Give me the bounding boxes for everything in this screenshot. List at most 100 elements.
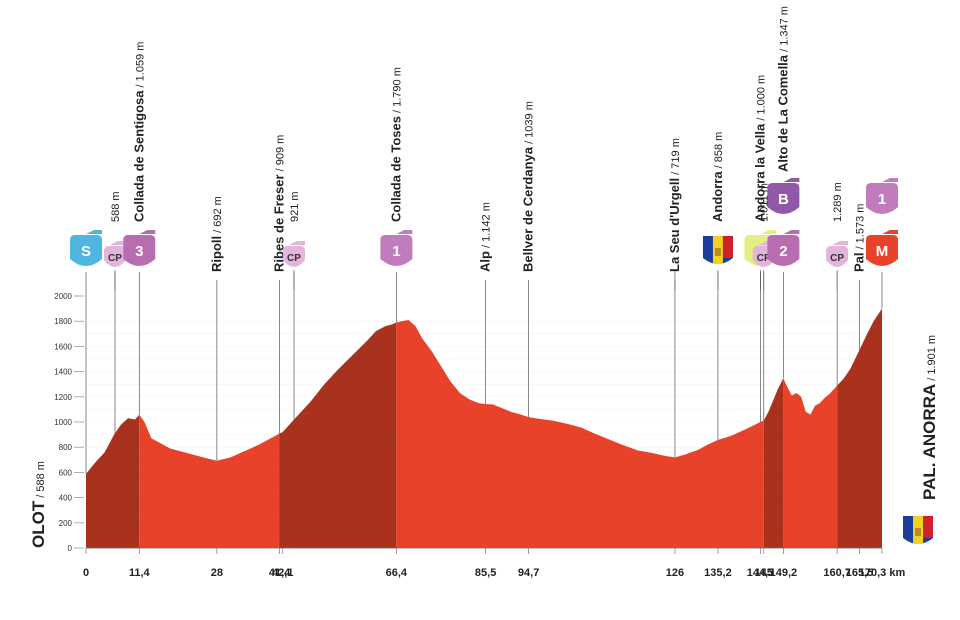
bonus-badge: B xyxy=(767,178,800,214)
waypoint-label: Andorra la Vella / 1.000 m xyxy=(752,75,767,222)
checkpoint-badge: CP xyxy=(282,241,305,267)
waypoint-label: Collada de Toses / 1.790 m xyxy=(388,67,403,222)
waypoint-name: Andorra xyxy=(710,171,725,222)
y-tick-label: 600 xyxy=(59,468,73,477)
badge-shape xyxy=(282,246,305,267)
waypoint-label: Alto de La Comella / 1.347 m xyxy=(775,6,790,172)
badge-shape xyxy=(380,235,413,266)
waypoint-altitude: / 1.142 m xyxy=(481,202,493,251)
badge-flag-tab xyxy=(882,230,898,234)
flag-red xyxy=(722,236,733,258)
waypoint-name: Ribes de Freser xyxy=(272,174,287,272)
waypoint-label: Collada de Sentigosa / 1.059 m xyxy=(131,42,146,222)
profile-segment-dark xyxy=(837,308,882,548)
badge-flag-tab xyxy=(109,241,126,245)
x-tick-label: 160,7 xyxy=(823,567,851,579)
x-tick-label: 126 xyxy=(666,567,684,579)
waypoint-label: Bellver de Cerdanya / 1039 m xyxy=(521,101,536,272)
x-tick-label: 149,2 xyxy=(770,567,798,579)
badge-label: CP xyxy=(830,253,844,264)
y-tick-label: 800 xyxy=(59,443,73,452)
waypoint-name: Alp xyxy=(478,251,493,272)
waypoint-name: Ripoll xyxy=(209,236,224,272)
waypoint-labels: S CP 588 m 3 Collada de Sentigosa / 1.059 m R… xyxy=(70,6,898,474)
start-name: OLOT xyxy=(29,500,48,548)
waypoint-label: Pal / 1.573 m xyxy=(852,204,867,272)
badge-flag-tab xyxy=(288,241,305,245)
badge-shape xyxy=(103,246,126,267)
x-tick-label: 144,3 xyxy=(747,567,775,579)
x-tick-label: 41,4 xyxy=(269,567,291,579)
badge-shape xyxy=(767,183,800,214)
badge-shape xyxy=(123,235,156,266)
badge-label: CP xyxy=(757,253,771,264)
x-tick-label: 42,1 xyxy=(272,567,293,579)
start-altitude: / 588 m xyxy=(35,461,47,501)
start-badge: S xyxy=(70,230,102,266)
y-tick-label: 2000 xyxy=(54,292,72,301)
checkpoint-badge: CP xyxy=(103,241,126,267)
waypoint-altitude: / 719 m xyxy=(670,138,682,178)
badge-flag-tab xyxy=(882,178,898,182)
waypoint-altitude: 1.289 m xyxy=(832,182,844,222)
y-tick-label: 1000 xyxy=(54,418,72,427)
badge-flag-tab xyxy=(783,178,800,182)
profile-segment-dark xyxy=(763,378,784,548)
badge-label: 3 xyxy=(135,243,143,260)
badge-label: 2 xyxy=(779,243,787,260)
badge-label: 1 xyxy=(878,191,886,208)
waypoint-name: Pal xyxy=(852,252,867,272)
badge-flag-tab xyxy=(86,230,102,234)
finish-badge: M xyxy=(866,230,898,266)
x-tick-label: 11,4 xyxy=(129,567,151,579)
badge-label: S xyxy=(81,243,91,260)
andorra-flag-icon xyxy=(702,236,733,264)
y-tick-label: 1600 xyxy=(54,342,72,351)
x-tick-label: 165,5 xyxy=(846,567,874,579)
badge-shape xyxy=(866,235,898,266)
waypoint-name: Andorra la Vella xyxy=(752,123,767,222)
x-axis: 0 11,4 28 41,442,1 66,4 85,5 94,7 126 135,2 144,3… xyxy=(83,548,905,579)
waypoint-name: La Seu d'Urgell xyxy=(667,178,682,272)
waypoint-label: Ripoll / 692 m xyxy=(209,196,224,272)
waypoint-label: Andorra / 858 m xyxy=(710,132,725,222)
waypoint-altitude: / 1.347 m xyxy=(778,6,790,55)
badge-flag-tab xyxy=(396,230,413,234)
y-tick-label: 0 xyxy=(68,544,73,553)
waypoint-label: 921 m xyxy=(289,191,301,222)
finish-flag-icon xyxy=(903,516,933,544)
y-tick-label: 1400 xyxy=(54,368,72,377)
badge-label: B xyxy=(778,191,789,208)
waypoint-name: Bellver de Cerdanya xyxy=(521,146,536,272)
waypoint-label: Ribes de Freser / 909 m xyxy=(272,135,287,272)
waypoint-label: La Seu d'Urgell / 719 m xyxy=(667,138,682,272)
elevation-profile xyxy=(86,308,882,549)
x-tick-label: 94,7 xyxy=(518,567,539,579)
badge-shape xyxy=(826,246,849,267)
climb-category-badge: 3 xyxy=(123,230,156,266)
waypoint-altitude: / 858 m xyxy=(713,132,725,172)
profile-segment xyxy=(396,319,764,548)
waypoint-label: Alp / 1.142 m xyxy=(478,202,493,272)
waypoint-name: Alto de La Comella xyxy=(775,54,790,172)
y-tick-label: 200 xyxy=(59,519,73,528)
waypoint-altitude: 588 m xyxy=(110,191,122,222)
badge-shape xyxy=(767,235,800,266)
y-tick-label: 1200 xyxy=(54,393,72,402)
y-axis: 0 200 400 600 800 1000 1200 1400 1600 1800 2000 xyxy=(54,292,84,553)
finish-label: PAL. ANORRA / 1.901 m xyxy=(920,335,939,500)
waypoint-altitude: / 1.790 m xyxy=(391,67,403,116)
x-tick-label: 145 xyxy=(755,567,773,579)
waypoint-altitude: / 1.573 m xyxy=(855,204,867,253)
x-tick-label: 66,4 xyxy=(386,567,408,579)
profile-segment xyxy=(783,378,838,548)
x-tick-label: 28 xyxy=(211,567,223,579)
waypoint-altitude: / 1.000 m xyxy=(755,75,767,124)
waypoint-altitude: / 909 m xyxy=(275,135,287,175)
waypoint-label: 1.289 m xyxy=(832,182,844,222)
waypoint-name: Collada de Toses xyxy=(388,116,403,222)
badge-shape xyxy=(866,183,898,214)
y-tick-label: 400 xyxy=(59,494,73,503)
climb-category-badge: 2 xyxy=(767,230,800,266)
